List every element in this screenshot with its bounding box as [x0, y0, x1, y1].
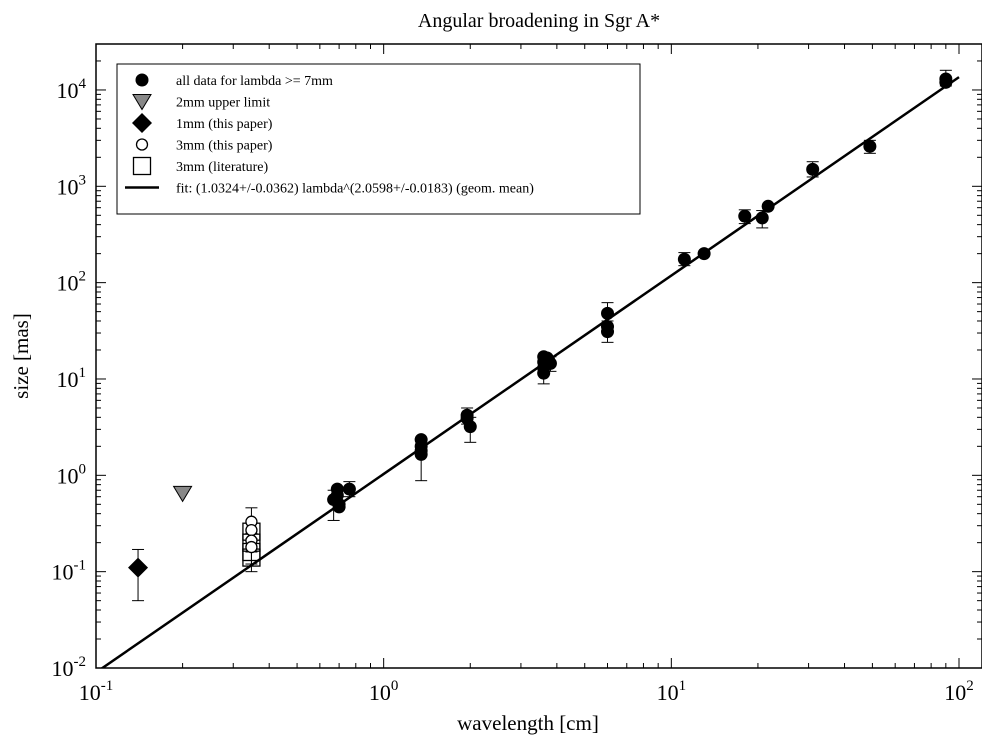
data-point — [543, 356, 557, 370]
y-tick-label: 102 — [57, 269, 87, 296]
x-tick-label: 101 — [657, 678, 687, 705]
legend-label: 1mm (this paper) — [176, 117, 273, 132]
legend-marker — [135, 73, 149, 87]
data-point — [245, 540, 258, 554]
plot-area — [95, 43, 982, 669]
data-point — [463, 420, 477, 434]
x-tick-label: 102 — [944, 678, 974, 705]
legend-label: all data for lambda >= 7mm — [176, 74, 333, 89]
data-point — [806, 162, 820, 176]
legend-label: fit: (1.0324+/-0.0362) lambda^(2.0598+/-… — [176, 182, 534, 197]
data-points — [128, 72, 953, 578]
data-point — [537, 366, 551, 380]
x-tick-label: 10-1 — [79, 678, 114, 705]
legend-marker — [132, 156, 152, 176]
data-point — [939, 75, 953, 89]
legend-label: 3mm (this paper) — [176, 139, 273, 154]
data-point — [697, 247, 711, 261]
data-point — [332, 500, 346, 514]
data-point — [863, 139, 877, 153]
plot-frame — [95, 43, 982, 669]
data-point — [172, 485, 193, 503]
legend-label: 3mm (literature) — [176, 160, 268, 175]
y-tick-labels: 10-2 10-1 100 101 102 103 104 — [52, 76, 87, 681]
legend-marker — [132, 113, 152, 133]
y-tick-label: 10-2 — [52, 654, 87, 681]
y-tick-label: 101 — [57, 365, 87, 392]
axis-ticks — [95, 43, 982, 669]
x-tick-labels: 10-1 100 101 102 — [79, 678, 974, 705]
legend-label: 2mm upper limit — [176, 96, 270, 111]
chart-title: Angular broadening in Sgr A* — [418, 10, 660, 32]
y-tick-label: 100 — [57, 461, 87, 488]
fit-line-layer — [100, 76, 960, 668]
x-tick-label: 100 — [369, 678, 399, 705]
data-point — [342, 482, 356, 496]
data-point — [414, 447, 428, 461]
data-point — [755, 211, 769, 225]
legend-marker — [132, 94, 152, 111]
data-point — [601, 306, 615, 320]
data-point — [601, 325, 615, 339]
y-tick-label: 103 — [57, 172, 87, 199]
data-point — [677, 252, 691, 266]
legend-marker — [135, 138, 149, 151]
legend-box — [116, 63, 641, 215]
data-point — [738, 209, 752, 223]
fit-line — [100, 76, 960, 668]
y-tick-label: 10-1 — [52, 558, 87, 585]
data-point — [245, 523, 258, 537]
data-point — [761, 199, 775, 213]
y-axis-label: size [mas] — [9, 313, 33, 399]
data-point — [128, 557, 149, 578]
x-axis-label: wavelength [cm] — [457, 711, 599, 735]
legend: all data for lambda >= 7mm 2mm upper limi… — [116, 63, 641, 215]
y-tick-label: 104 — [57, 76, 87, 103]
